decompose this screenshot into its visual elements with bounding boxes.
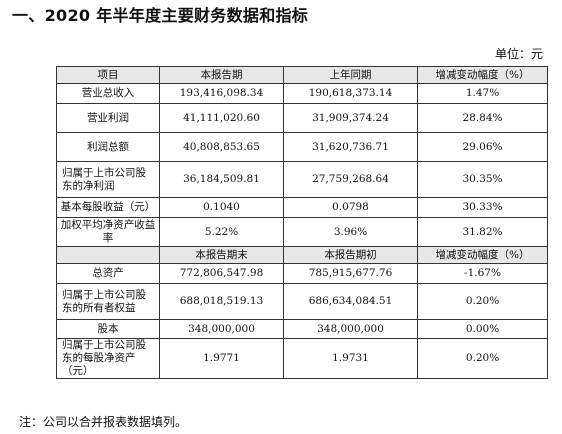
table-cell: 0.1040	[159, 197, 284, 218]
header-cell: 本报告期初	[283, 246, 418, 264]
header-cell: 本报告期末	[159, 246, 284, 264]
table-row: 营业利润 41,111,020.60 31,909,374.24 28.84%	[56, 103, 548, 133]
table-cell: 30.35%	[417, 161, 548, 198]
table-cell: 1.47%	[417, 83, 548, 104]
unit-label: 单位：元	[494, 47, 543, 61]
table-cell: 30.33%	[417, 197, 548, 218]
row-label: 股本	[56, 319, 160, 339]
table-subheader-row: 本报告期末 本报告期初 增减变动幅度（%）	[56, 246, 548, 264]
table-cell: 0.00%	[417, 319, 548, 339]
table-row: 加权平均净资产收益率 5.22% 3.96% 31.82%	[56, 217, 548, 247]
table-cell: 3.96%	[283, 217, 418, 247]
table-row: 利润总额 40,808,853.65 31,620,736.71 29.06%	[56, 132, 548, 162]
table-header-row: 项目 本报告期 上年同期 增减变动幅度（%）	[56, 66, 548, 84]
header-cell: 上年同期	[283, 66, 418, 84]
row-label: 营业总收入	[56, 83, 160, 104]
table-cell: 348,000,000	[283, 319, 418, 339]
table-cell: 40,808,853.65	[159, 132, 284, 162]
row-label: 归属于上市公司股东的净利润	[56, 161, 160, 198]
table-row: 总资产 772,806,547.98 785,915,677.76 -1.67%	[56, 263, 548, 284]
table-cell: 31,620,736.71	[283, 132, 418, 162]
table-cell: 29.06%	[417, 132, 548, 162]
table-cell: 688,018,519.13	[159, 283, 284, 320]
table-row: 基本每股收益（元） 0.1040 0.0798 30.33%	[56, 197, 548, 218]
table-cell: 1.9731	[283, 338, 418, 379]
table-cell: 193,416,098.34	[159, 83, 284, 104]
header-cell: 项目	[56, 66, 160, 84]
table-row: 归属于上市公司股东的所有者权益 688,018,519.13 686,634,0…	[56, 283, 548, 320]
table-cell: 0.20%	[417, 283, 548, 320]
table-row: 归属于上市公司股东的每股净资产（元） 1.9771 1.9731 0.20%	[56, 338, 548, 379]
table-row: 股本 348,000,000 348,000,000 0.00%	[56, 319, 548, 339]
table-cell: -1.67%	[417, 263, 548, 284]
footnote: 注：公司以合并报表数据填列。	[19, 415, 188, 429]
table-cell: 36,184,509.81	[159, 161, 284, 198]
row-label: 总资产	[56, 263, 160, 284]
table-cell: 0.0798	[283, 197, 418, 218]
table-cell: 31,909,374.24	[283, 103, 418, 133]
table-cell: 31.82%	[417, 217, 548, 247]
row-label: 加权平均净资产收益率	[56, 217, 160, 247]
table-cell: 686,634,084.51	[283, 283, 418, 320]
row-label: 营业利润	[56, 103, 160, 133]
header-cell: 增减变动幅度（%）	[417, 246, 548, 264]
table-cell: 348,000,000	[159, 319, 284, 339]
table-cell: 190,618,373.14	[283, 83, 418, 104]
table-cell: 28.84%	[417, 103, 548, 133]
header-cell	[56, 246, 160, 264]
section-title: 一、2020 年半年度主要财务数据和指标	[12, 6, 309, 25]
table-cell: 0.20%	[417, 338, 548, 379]
table-cell: 785,915,677.76	[283, 263, 418, 284]
header-cell: 本报告期	[159, 66, 284, 84]
table-cell: 27,759,268.64	[283, 161, 418, 198]
table-row: 营业总收入 193,416,098.34 190,618,373.14 1.47…	[56, 83, 548, 104]
table-cell: 772,806,547.98	[159, 263, 284, 284]
table-cell: 41,111,020.60	[159, 103, 284, 133]
row-label: 归属于上市公司股东的所有者权益	[56, 283, 160, 320]
table-row: 归属于上市公司股东的净利润 36,184,509.81 27,759,268.6…	[56, 161, 548, 198]
header-cell: 增减变动幅度（%）	[417, 66, 548, 84]
table-cell: 1.9771	[159, 338, 284, 379]
row-label: 利润总额	[56, 132, 160, 162]
table-cell: 5.22%	[159, 217, 284, 247]
row-label: 归属于上市公司股东的每股净资产（元）	[56, 338, 160, 379]
financial-table: 项目 本报告期 上年同期 增减变动幅度（%） 营业总收入 193,416,098…	[56, 66, 548, 379]
row-label: 基本每股收益（元）	[56, 197, 160, 218]
